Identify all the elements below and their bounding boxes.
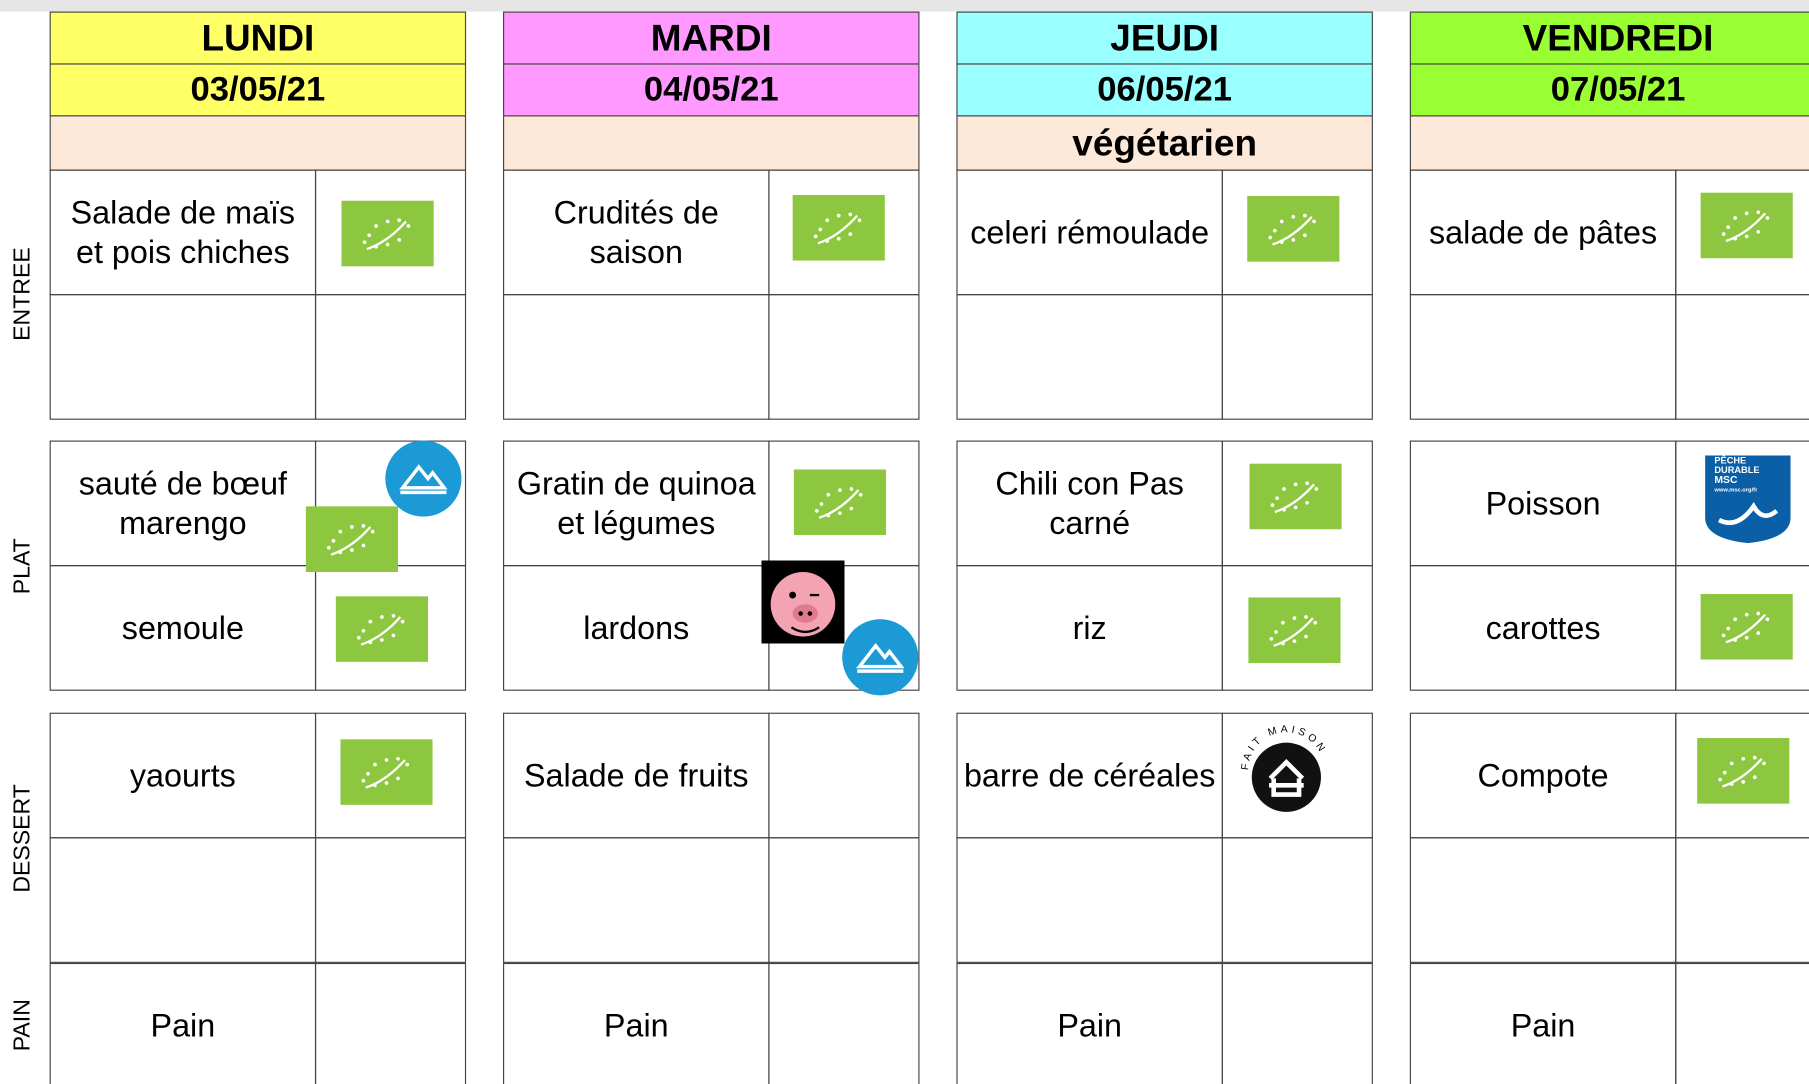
msc-text: DURABLE — [1714, 465, 1759, 475]
logo-cell — [314, 294, 467, 420]
day-note — [49, 115, 467, 171]
logo-cell — [768, 962, 920, 1084]
section-label: ENTREE — [9, 247, 36, 341]
bio-logo — [335, 595, 429, 662]
dish: sauté de bœuf marengo — [49, 440, 317, 567]
day-name: JEUDI — [956, 11, 1373, 65]
dish: salade de pâtes — [1409, 169, 1677, 296]
dish: Compote — [1409, 712, 1677, 839]
logo-cell — [768, 294, 920, 420]
bio-logo — [341, 200, 434, 266]
logo-cell — [1221, 565, 1373, 691]
dish — [1409, 294, 1677, 420]
dish: semoule — [49, 565, 317, 691]
day-date: 03/05/21 — [49, 63, 467, 117]
dish: Salade de fruits — [503, 712, 770, 839]
dish: Poisson — [1409, 440, 1677, 567]
logo-cell — [1675, 962, 1809, 1084]
section-label: PLAT — [9, 538, 36, 595]
fait-maison-logo: FAIT MAISON — [1240, 724, 1325, 812]
dish: carottes — [1409, 565, 1677, 691]
dish: Salade de maïs et pois chiches — [49, 169, 317, 296]
dish: yaourts — [49, 712, 317, 839]
logo-cell — [314, 837, 467, 963]
dish: Pain — [956, 962, 1223, 1084]
logo-cell — [1221, 837, 1373, 963]
dish: Pain — [1409, 962, 1677, 1084]
day-date: 06/05/21 — [956, 63, 1373, 117]
msc-text: MSC — [1714, 475, 1738, 486]
day-date: 04/05/21 — [503, 63, 920, 117]
dish: barre de céréales — [956, 712, 1223, 839]
dish: lardons — [503, 565, 770, 691]
dish: celeri rémoulade — [956, 169, 1223, 296]
day-note — [1409, 115, 1809, 171]
dish: Gratin de quinoa et légumes — [503, 440, 770, 567]
bio-logo — [792, 194, 885, 261]
day-name: VENDREDI — [1409, 11, 1809, 65]
bio-logo — [1249, 463, 1342, 529]
pig-logo — [761, 560, 845, 644]
logo-cell — [1675, 565, 1809, 691]
bio-logo — [1700, 192, 1793, 258]
bio-logo — [1247, 195, 1340, 262]
origin-logo — [842, 619, 919, 696]
top-bar — [0, 0, 1809, 12]
day-name: LUNDI — [49, 11, 467, 65]
bio-logo — [1697, 737, 1790, 804]
msc-text: www.msc.org/fr — [1713, 487, 1758, 493]
dish: Chili con Pas carné — [956, 440, 1223, 567]
logo-cell — [314, 962, 467, 1084]
day-date: 07/05/21 — [1409, 63, 1809, 117]
logo-cell — [768, 837, 920, 963]
logo-cell — [1675, 294, 1809, 420]
dish — [503, 837, 770, 963]
day-note — [503, 115, 920, 171]
section-label: PAIN — [9, 999, 36, 1052]
logo-cell — [768, 712, 920, 839]
logo-cell — [1675, 837, 1809, 963]
dish — [49, 294, 317, 420]
logo-cell — [1221, 294, 1373, 420]
bio-logo — [1248, 596, 1341, 663]
logo-cell — [1221, 962, 1373, 1084]
dish — [956, 837, 1223, 963]
day-note: végétarien — [956, 115, 1373, 171]
dish: Pain — [503, 962, 770, 1084]
dish: Crudités de saison — [503, 169, 770, 296]
bio-logo — [305, 505, 399, 572]
dish — [1409, 837, 1677, 963]
dish — [956, 294, 1223, 420]
origin-logo — [385, 440, 462, 517]
section-label: DESSERT — [9, 784, 36, 893]
dish: Pain — [49, 962, 317, 1084]
bio-logo — [340, 738, 433, 805]
day-name: MARDI — [503, 11, 920, 65]
msc-text: PÊCHE — [1714, 455, 1746, 466]
bio-logo — [793, 468, 887, 535]
dish — [49, 837, 317, 963]
dish: riz — [956, 565, 1223, 691]
dish — [503, 294, 770, 420]
bio-logo — [1700, 593, 1793, 660]
